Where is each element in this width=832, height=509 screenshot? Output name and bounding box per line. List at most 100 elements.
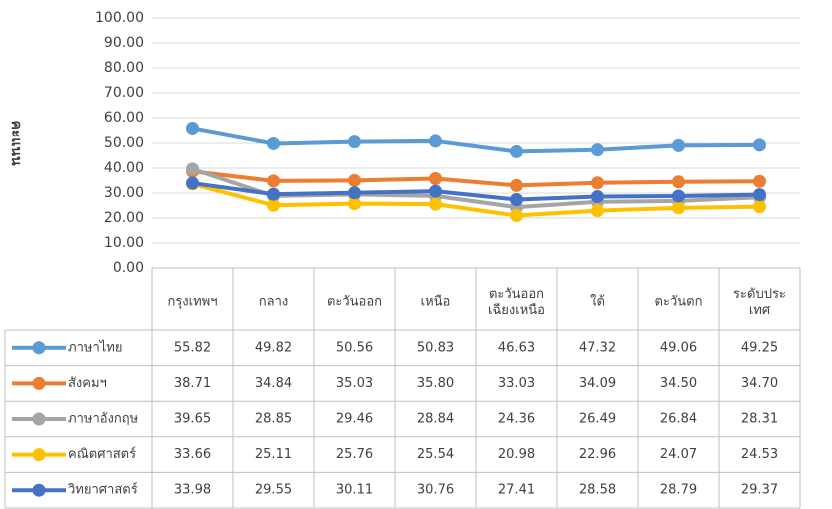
y-tick-label: 90.00 [104, 35, 144, 51]
table-cell: 33.98 [174, 483, 211, 498]
table-cell: 28.84 [417, 412, 454, 427]
y-tick-label: 80.00 [104, 60, 144, 76]
table-cell: 46.63 [498, 340, 535, 355]
legend-label: คณิตศาสตร์ [68, 446, 136, 462]
legend-key-marker [32, 448, 46, 462]
table-cell: 35.03 [336, 376, 373, 391]
table-cell: 24.53 [741, 447, 778, 462]
legend-label: วิทยาศาสตร์ [67, 482, 137, 498]
table-cell: 50.56 [336, 340, 373, 355]
table-cell: 25.76 [336, 447, 373, 462]
table-cell: 29.37 [741, 483, 778, 498]
y-tick-label: 30.00 [104, 185, 144, 201]
data-point [348, 197, 361, 211]
table-cell: 34.84 [255, 376, 292, 391]
table-cell: 55.82 [174, 340, 211, 355]
data-point [429, 197, 442, 211]
table-cell: 28.79 [660, 483, 697, 498]
data-point [510, 144, 523, 158]
table-cell: 35.80 [417, 376, 454, 391]
legend-label: ภาษาไทย [68, 339, 122, 355]
y-tick-label: 60.00 [104, 110, 144, 126]
table-cell: 25.54 [417, 447, 454, 462]
table-cell: 47.32 [579, 340, 616, 355]
series-line [192, 126, 760, 154]
series-line [191, 181, 760, 218]
data-point [510, 192, 523, 206]
table-cell: 49.25 [741, 340, 778, 355]
x-tick-label: ตะวันตก [655, 295, 703, 310]
x-tick-label: เหนือ [421, 294, 451, 310]
table-cell: 25.11 [255, 447, 292, 462]
x-tick-label: กรุงเทพฯ [167, 295, 217, 310]
table-cell: 49.06 [660, 340, 697, 355]
table-cell: 29.55 [255, 483, 292, 498]
data-point [753, 174, 766, 188]
data-point [591, 176, 604, 190]
data-point [429, 172, 442, 185]
x-tick-label: ตะวันออก [327, 295, 382, 310]
table-cell: 24.07 [660, 447, 697, 462]
table-cell: 50.83 [417, 340, 454, 355]
legend-key-marker [32, 376, 46, 390]
y-axis-label: คะแนน [8, 120, 24, 165]
y-tick-label: 0.00 [113, 260, 144, 276]
x-tick-label: ระดับประเทศ [733, 287, 786, 318]
data-point [267, 136, 280, 150]
data-point [591, 190, 604, 204]
legend-label: ภาษาอังกฤษ [68, 412, 139, 427]
table-cell: 49.82 [255, 340, 292, 355]
y-tick-label: 20.00 [104, 210, 144, 226]
data-point [510, 178, 523, 192]
table-cell: 20.98 [498, 447, 535, 462]
table-cell: 34.70 [741, 376, 778, 391]
table-cell: 33.66 [174, 447, 211, 462]
data-point [267, 174, 280, 188]
table-cell: 28.58 [579, 483, 616, 498]
data-point [672, 138, 685, 152]
data-point [186, 176, 199, 190]
x-tick-label: กลาง [259, 295, 289, 310]
data-point [267, 198, 280, 212]
table-cell: 28.85 [255, 412, 292, 427]
table-cell: 26.49 [579, 412, 616, 427]
data-point [186, 121, 199, 135]
table-cell: 33.03 [498, 376, 535, 391]
y-tick-label: 40.00 [104, 160, 144, 176]
legend-key-marker [32, 341, 46, 355]
data-point [753, 200, 766, 214]
data-point [429, 134, 442, 148]
series-line [192, 181, 760, 202]
legend-label: สังคมฯ [68, 376, 107, 391]
table-cell: 27.41 [498, 483, 535, 498]
table-cell: 28.31 [741, 412, 778, 427]
table-cell: 39.65 [174, 412, 211, 427]
data-point [753, 188, 766, 202]
table-cell: 30.76 [417, 483, 454, 498]
table-cell: 26.84 [660, 412, 697, 427]
data-point [672, 189, 685, 203]
table-cell: 34.50 [660, 376, 697, 391]
x-tick-label: ตะวันออกเฉียงเหนือ [488, 287, 545, 318]
table-cell: 29.46 [336, 412, 373, 427]
table-cell: 38.71 [174, 376, 211, 391]
y-tick-label: 70.00 [104, 85, 144, 101]
legend-key-marker [32, 483, 46, 497]
data-point [591, 143, 604, 157]
data-point [591, 204, 604, 218]
table-cell: 34.09 [579, 376, 616, 391]
data-point [672, 175, 685, 189]
data-point [186, 162, 199, 176]
table-cell: 30.11 [336, 483, 373, 498]
legend-key-marker [32, 412, 46, 426]
x-tick-label: ใต้ [590, 294, 605, 310]
data-point [267, 187, 280, 201]
data-point [429, 184, 442, 198]
y-tick-label: 10.00 [104, 235, 144, 251]
series-line [192, 169, 760, 188]
data-point [510, 209, 523, 223]
data-point [348, 186, 361, 200]
data-point [672, 201, 685, 215]
y-tick-label: 50.00 [104, 135, 144, 151]
